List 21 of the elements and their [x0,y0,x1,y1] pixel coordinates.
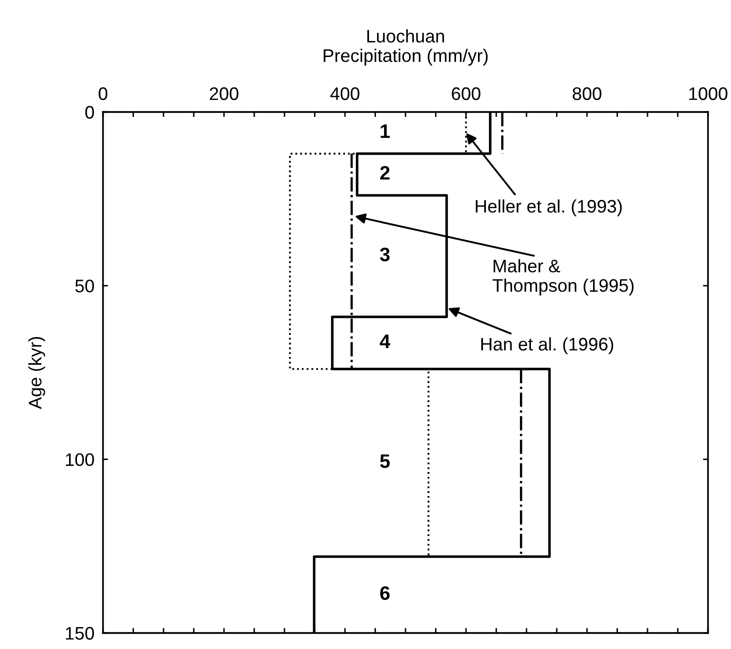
x-tick-label: 1000 [689,87,728,100]
annotation: 4 [380,334,390,348]
annotation: 3 [380,248,390,262]
annotation: 5 [380,454,390,468]
x-tick-label: 800 [572,87,602,100]
y-tick-label: 0 [85,106,94,119]
x-tick-label: 600 [452,87,480,100]
annotation: Han et al. (1996) [481,337,614,354]
x-axis-title: Luochuan Precipitation (mm/yr) [324,29,488,66]
y-tick-label: 100 [66,453,94,466]
x-tick-label: 0 [98,87,108,100]
annotation: Maher & Thompson (1995) [492,259,634,296]
annotation: 2 [380,166,390,180]
annotation: Heller et al. (1993) [476,199,622,216]
annotation: 1 [380,124,390,138]
x-tick-label: 400 [330,87,360,100]
x-tick-label: 200 [210,87,238,100]
y-tick-label: 150 [66,626,94,640]
y-tick-label: 50 [75,280,94,292]
y-axis-title: Age (kyr) [28,337,46,410]
annotation: 6 [380,586,390,600]
